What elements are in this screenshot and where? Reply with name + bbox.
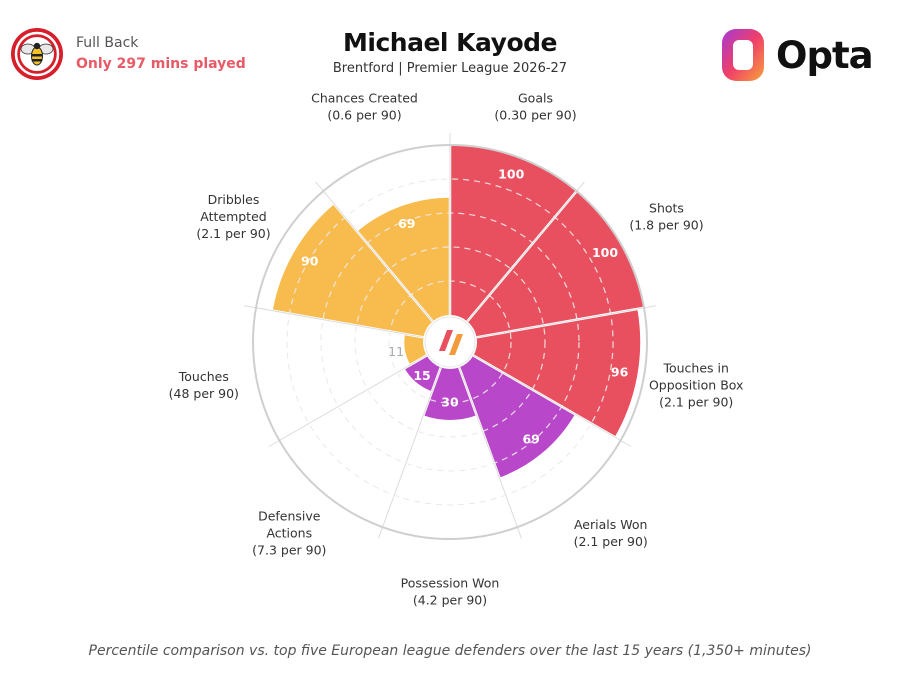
spoke (244, 305, 424, 338)
category-label-line: (48 per 90) (169, 386, 239, 401)
category-label: Defensive Actions (7.3 per 90) (252, 509, 326, 558)
minutes-note: Only 297 mins played (76, 56, 246, 72)
value-label: 100 (498, 166, 524, 181)
category-label: Possession Won (4.2 per 90) (401, 576, 500, 608)
value-label: 30 (441, 395, 459, 410)
grid-ring (354, 246, 546, 438)
value-label: 69 (398, 216, 415, 231)
category-label-line: Aerials Won (574, 517, 647, 532)
player-subtitle: Brentford | Premier League 2026-27 (332, 61, 568, 76)
brentford-bee-crest-icon (11, 28, 63, 80)
category-label: Dribbles Attempted (2.1 per 90) (196, 192, 270, 241)
category-label-line: (0.6 per 90) (327, 108, 401, 123)
bar-shots (467, 191, 645, 338)
category-label-line: Opposition Box (649, 377, 744, 392)
spoke (458, 367, 522, 539)
category-label: Goals (0.30 per 90) (494, 91, 576, 123)
category-label-line: (1.8 per 90) (629, 218, 703, 233)
bar-goals (450, 145, 577, 322)
category-label-line: (2.1 per 90) (196, 226, 270, 241)
category-label-line: Touches (178, 369, 229, 384)
bar-aerials-won (459, 355, 575, 478)
category-label-line: Dribbles (208, 192, 260, 207)
spoke (476, 305, 656, 338)
center-logo-icon-part (449, 334, 463, 355)
category-label-line: Shots (649, 201, 684, 216)
value-label: 11 (388, 344, 404, 359)
category-label-line: Defensive (258, 509, 321, 524)
center-hub (424, 316, 476, 368)
category-label-line: Goals (518, 91, 553, 106)
spoke (268, 355, 427, 447)
category-label: Shots (1.8 per 90) (629, 201, 703, 233)
opta-wordmark: Opta (776, 33, 874, 77)
player-info: Full Back Only 297 mins played (10, 27, 246, 81)
category-label: Touches in Opposition Box (2.1 per 90) (649, 360, 744, 409)
value-label: 15 (413, 368, 430, 383)
category-label-line: Actions (266, 526, 312, 541)
bar-touches (404, 334, 427, 365)
spoke (466, 181, 585, 322)
bar-dribbles (272, 204, 433, 338)
spoke (473, 355, 632, 447)
center-logo-icon (439, 330, 453, 351)
category-label-line: Touches in (662, 360, 728, 375)
category-label-line: (2.1 per 90) (659, 394, 733, 409)
spoke (378, 367, 442, 539)
category-label-line: (7.3 per 90) (252, 543, 326, 558)
grid-ring-inner (354, 246, 546, 438)
value-label: 100 (592, 245, 618, 260)
category-label-line: (0.30 per 90) (494, 108, 576, 123)
category-label-line: (2.1 per 90) (574, 534, 648, 549)
footnote: Percentile comparison vs. top five Europ… (88, 643, 812, 659)
value-label: 90 (301, 254, 319, 269)
title-block: Michael Kayode Brentford | Premier Leagu… (0, 28, 900, 76)
category-label: Chances Created (0.6 per 90) (311, 91, 418, 123)
category-label: Aerials Won (2.1 per 90) (574, 517, 648, 549)
grid-ring-inner (286, 178, 614, 506)
category-label-line: Possession Won (401, 576, 500, 591)
grid-ring (286, 178, 614, 506)
opta-logo-icon (722, 29, 764, 81)
outer-ring (252, 144, 648, 540)
category-label-line: (4.2 per 90) (413, 593, 487, 608)
position-label: Full Back (76, 35, 139, 51)
category-label: Touches (48 per 90) (169, 369, 239, 401)
value-label: 96 (611, 364, 629, 379)
category-label-line: Attempted (200, 209, 266, 224)
player-name: Michael Kayode (343, 28, 557, 57)
spoke (315, 181, 434, 322)
bar-touches-in (473, 308, 641, 438)
opta-brand: Opta (718, 26, 874, 84)
category-label-line: Chances Created (311, 91, 418, 106)
value-label: 69 (522, 431, 539, 446)
